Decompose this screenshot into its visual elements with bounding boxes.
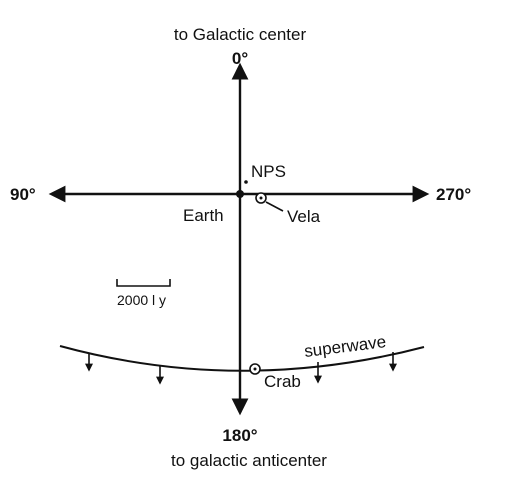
scale-label: 2000 l y (117, 292, 166, 308)
top-caption: to Galactic center (174, 25, 307, 44)
top-angle-label: 0° (232, 49, 248, 68)
nps-label: NPS (251, 162, 286, 181)
vela-leader-line (265, 201, 284, 212)
crab-marker-center (253, 367, 257, 371)
vela-marker-center (259, 196, 263, 200)
right-angle-label: 270° (436, 185, 471, 204)
superwave-arc (59, 345, 425, 372)
superwave-label: superwave (303, 332, 387, 361)
scale-bar (116, 279, 171, 287)
vela-label: Vela (287, 207, 321, 226)
nps-dot (244, 180, 248, 184)
crab-label: Crab (264, 372, 301, 391)
bottom-angle-label: 180° (222, 426, 257, 445)
earth-dot (236, 190, 244, 198)
bottom-caption: to galactic anticenter (171, 451, 327, 470)
earth-label: Earth (183, 206, 224, 225)
left-angle-label: 90° (10, 185, 36, 204)
